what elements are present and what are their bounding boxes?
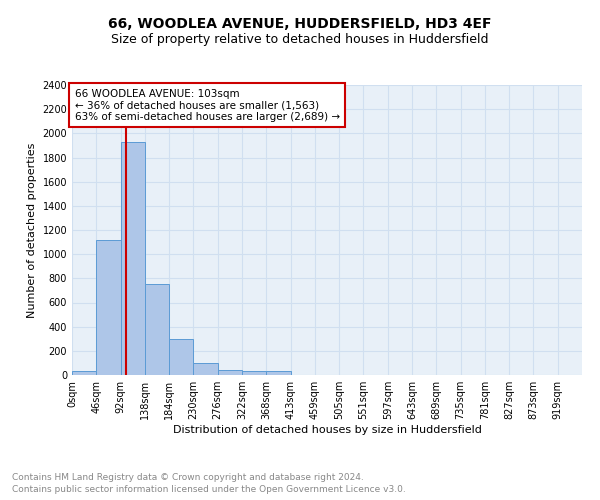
Text: Size of property relative to detached houses in Huddersfield: Size of property relative to detached ho… [111,32,489,46]
Bar [96,240,121,375]
Y-axis label: Number of detached properties: Number of detached properties [27,142,37,318]
Text: 66, WOODLEA AVENUE, HUDDERSFIELD, HD3 4EF: 66, WOODLEA AVENUE, HUDDERSFIELD, HD3 4E… [108,18,492,32]
Bar [169,339,193,375]
Text: Contains HM Land Registry data © Crown copyright and database right 2024.: Contains HM Land Registry data © Crown c… [12,474,364,482]
Bar [266,372,290,375]
Text: 66 WOODLEA AVENUE: 103sqm
← 36% of detached houses are smaller (1,563)
63% of se: 66 WOODLEA AVENUE: 103sqm ← 36% of detac… [74,88,340,122]
Bar [193,363,218,375]
Bar [145,284,169,375]
Bar [218,370,242,375]
Bar [72,372,96,375]
X-axis label: Distribution of detached houses by size in Huddersfield: Distribution of detached houses by size … [173,425,481,435]
Bar [121,142,145,375]
Bar [242,372,266,375]
Text: Contains public sector information licensed under the Open Government Licence v3: Contains public sector information licen… [12,485,406,494]
